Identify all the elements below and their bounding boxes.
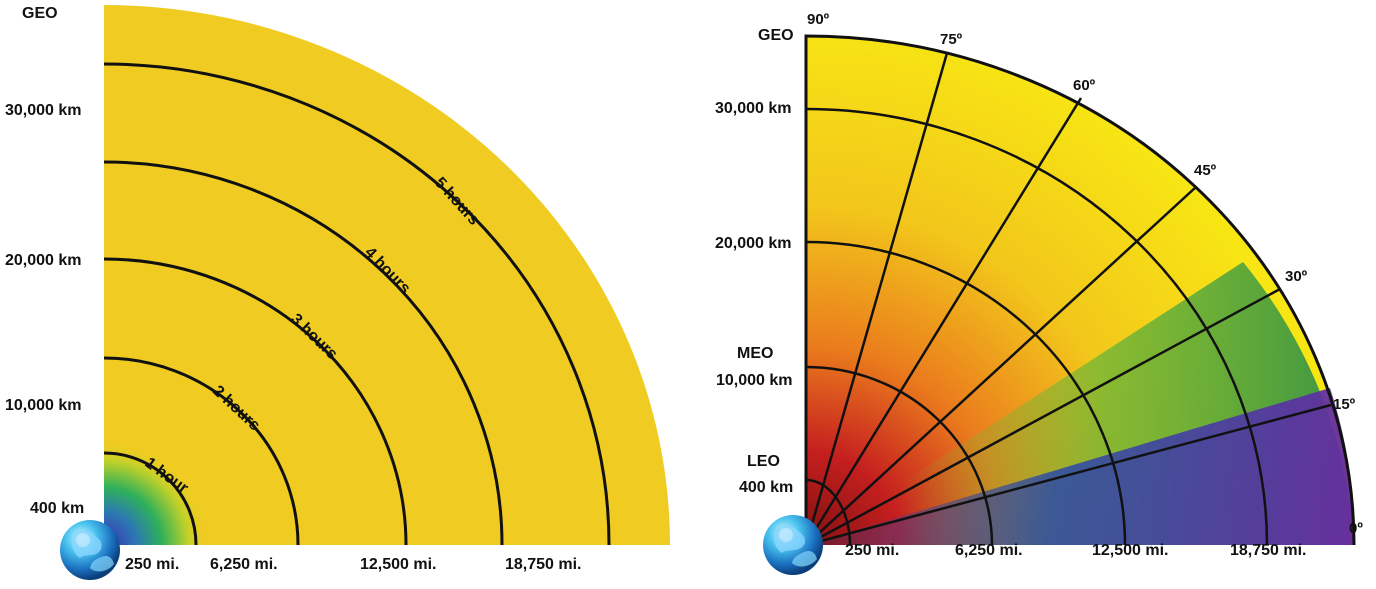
- right-y-label-20000: 20,000 km: [715, 235, 792, 252]
- right-y-label-leo: LEO: [747, 453, 780, 470]
- right-x-label-18750mi: 18,750 mi.: [1230, 542, 1307, 559]
- left-curve-1-hour: [103, 451, 198, 546]
- right-ray-45: [805, 186, 1197, 546]
- left-y-label-30000: 30,000 km: [5, 102, 82, 119]
- left-y-label-20000: 20,000 km: [5, 252, 82, 269]
- left-curve-4-hours: [103, 160, 504, 546]
- left-y-label-10000: 10,000 km: [5, 397, 82, 414]
- right-angle-label-60: 60º: [1073, 77, 1096, 94]
- right-diagram: GEO 30,000 km 20,000 km MEO 10,000 km LE…: [715, 11, 1363, 575]
- right-angle-label-90: 90º: [807, 11, 830, 28]
- right-ring-4: [805, 107, 1269, 546]
- left-curve-5-hours: [103, 62, 611, 546]
- left-x-label-250mi: 250 mi.: [125, 556, 179, 573]
- left-x-label-18750mi: 18,750 mi.: [505, 556, 582, 573]
- left-y-label-geo: GEO: [22, 5, 58, 22]
- left-x-label-6250mi: 6,250 mi.: [210, 556, 278, 573]
- right-blue-wedge: [806, 388, 1355, 545]
- right-x-label-12500mi: 12,500 mi.: [1092, 542, 1169, 559]
- right-x-label-6250mi: 6,250 mi.: [955, 542, 1023, 559]
- left-center-gradient: [104, 440, 209, 545]
- left-diagram: GEO 30,000 km 20,000 km 10,000 km 400 km…: [5, 5, 670, 580]
- left-y-label-400: 400 km: [30, 500, 84, 517]
- right-ray-60: [804, 97, 1083, 546]
- right-ring-3: [805, 240, 1127, 546]
- right-outer-boundary: [804, 34, 1356, 546]
- right-angle-label-45: 45º: [1194, 162, 1217, 179]
- right-angle-label-75: 75º: [940, 31, 963, 48]
- right-angle-label-30: 30º: [1285, 268, 1308, 285]
- right-angle-label-0: 0º: [1349, 520, 1363, 537]
- right-ray-30: [805, 287, 1281, 547]
- right-x-label-250mi: 250 mi.: [845, 542, 899, 559]
- right-y-label-geo: GEO: [758, 27, 794, 44]
- right-y-label-30000: 30,000 km: [715, 100, 792, 117]
- left-curve-3-hours: [103, 257, 408, 546]
- right-y-label-10000: 10,000 km: [716, 372, 793, 389]
- left-x-label-12500mi: 12,500 mi.: [360, 556, 437, 573]
- right-earth-icon: [763, 515, 823, 575]
- left-curve-2-hours: [103, 356, 300, 546]
- left-earth-icon: [60, 520, 120, 580]
- right-ray-75: [804, 52, 949, 546]
- right-y-label-meo: MEO: [737, 345, 773, 362]
- right-ring-2: [805, 365, 994, 546]
- right-ray-15: [805, 403, 1332, 547]
- right-y-label-400: 400 km: [739, 479, 793, 496]
- right-angle-label-15: 15º: [1333, 396, 1356, 413]
